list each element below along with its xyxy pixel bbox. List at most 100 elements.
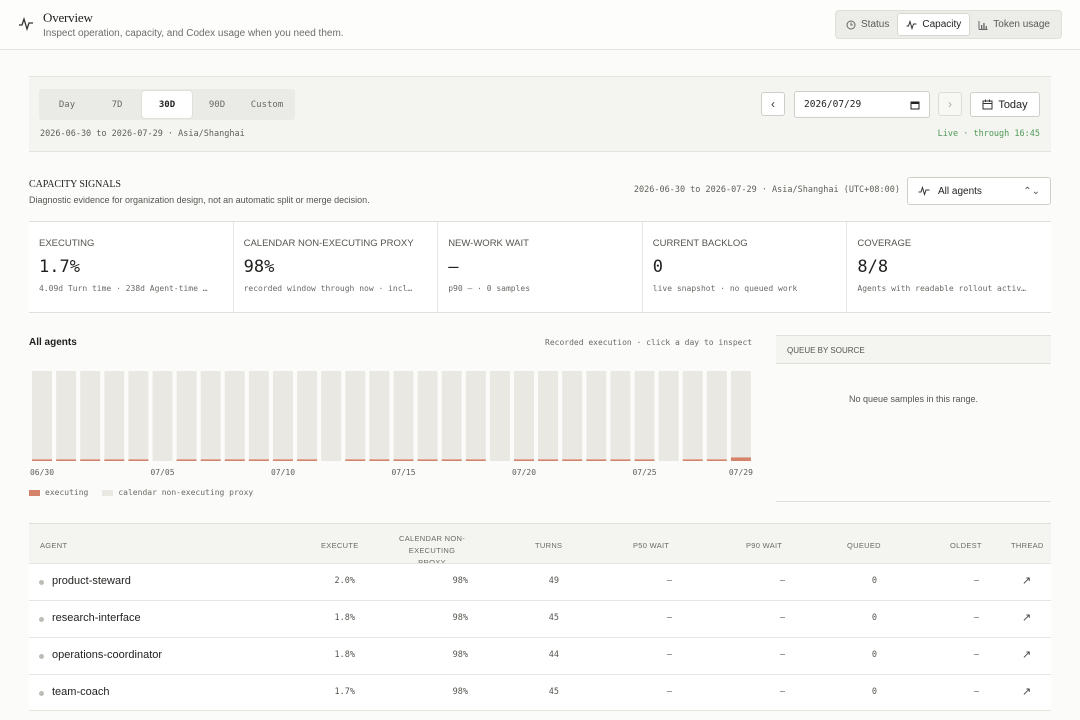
table-row[interactable]: research-interface 1.8% 98% 45 — — 0 — ↗ bbox=[29, 600, 1051, 637]
cell-queued: 0 bbox=[871, 613, 877, 623]
col-turns: TURNS bbox=[535, 541, 563, 550]
bar-proxy-06/30[interactable] bbox=[32, 371, 52, 460]
bar-proxy-07/18[interactable] bbox=[465, 371, 486, 460]
cell-turns: 45 bbox=[548, 613, 559, 623]
bar-executing-07/27[interactable] bbox=[682, 459, 703, 461]
tab-status-label: Status bbox=[861, 19, 890, 30]
bar-proxy-07/14[interactable] bbox=[369, 371, 390, 460]
today-button[interactable]: Today bbox=[970, 92, 1040, 117]
bar-proxy-07/02[interactable] bbox=[80, 371, 101, 460]
table-row[interactable]: operations-coordinator 1.8% 98% 44 — — 0… bbox=[29, 637, 1051, 674]
bar-executing-07/10[interactable] bbox=[273, 459, 293, 461]
bar-proxy-07/15[interactable] bbox=[393, 371, 414, 460]
bar-executing-07/01[interactable] bbox=[56, 459, 77, 461]
legend-item-executing: executing bbox=[29, 488, 88, 497]
metric-executing: EXECUTING 1.7% 4.09d Turn time · 238d Ag… bbox=[29, 222, 234, 312]
cell-p50: — bbox=[666, 576, 672, 586]
bar-proxy-07/28[interactable] bbox=[706, 371, 727, 460]
tab-status[interactable]: Status bbox=[838, 13, 897, 36]
bar-proxy-07/17[interactable] bbox=[441, 371, 462, 460]
table-header: AGENT EXECUTE CALENDAR NON- EXECUTING PR… bbox=[29, 523, 1051, 567]
bar-proxy-07/19[interactable] bbox=[489, 371, 510, 461]
bar-proxy-07/16[interactable] bbox=[417, 371, 438, 460]
bar-executing-07/23[interactable] bbox=[586, 459, 607, 461]
bar-executing-07/16[interactable] bbox=[417, 459, 438, 461]
bar-executing-07/14[interactable] bbox=[369, 459, 390, 461]
bar-executing-07/03[interactable] bbox=[104, 459, 125, 461]
bar-executing-07/08[interactable] bbox=[224, 459, 245, 461]
bar-executing-06/30[interactable] bbox=[32, 459, 52, 461]
bar-proxy-07/24[interactable] bbox=[610, 371, 631, 460]
bar-executing-07/29[interactable] bbox=[730, 457, 751, 461]
range-7d[interactable]: 7D bbox=[111, 99, 123, 110]
bar-executing-07/20[interactable] bbox=[514, 459, 534, 461]
range-selector: Day 7D 30D 90D Custom bbox=[39, 89, 295, 120]
col-queued: QUEUED bbox=[847, 541, 881, 550]
range-90d[interactable]: 90D bbox=[208, 99, 226, 110]
bar-executing-07/22[interactable] bbox=[562, 459, 583, 461]
x-tick-label: 07/15 bbox=[391, 468, 415, 477]
range-custom[interactable]: Custom bbox=[250, 99, 284, 110]
bar-executing-07/21[interactable] bbox=[538, 459, 559, 461]
agent-status-dot bbox=[39, 654, 44, 659]
bar-proxy-07/29[interactable] bbox=[730, 371, 751, 458]
bar-proxy-07/03[interactable] bbox=[104, 371, 125, 460]
bar-executing-07/17[interactable] bbox=[441, 459, 462, 461]
chart-title: All agents bbox=[29, 337, 77, 348]
bar-proxy-07/12[interactable] bbox=[321, 371, 342, 461]
bar-proxy-07/06[interactable] bbox=[176, 371, 197, 460]
bar-proxy-07/13[interactable] bbox=[345, 371, 366, 460]
bar-executing-07/06[interactable] bbox=[176, 459, 197, 461]
bar-executing-07/24[interactable] bbox=[610, 459, 631, 461]
bar-proxy-07/20[interactable] bbox=[514, 371, 534, 460]
chart-legend: executing calendar non-executing proxy bbox=[29, 488, 253, 497]
bar-proxy-07/27[interactable] bbox=[682, 371, 703, 460]
bar-executing-07/18[interactable] bbox=[465, 459, 486, 461]
bar-executing-07/15[interactable] bbox=[393, 459, 414, 461]
tab-token-usage[interactable]: Token usage bbox=[970, 13, 1058, 36]
bar-executing-07/11[interactable] bbox=[297, 459, 318, 461]
range-30d[interactable]: 30D bbox=[142, 91, 192, 118]
bar-executing-07/13[interactable] bbox=[345, 459, 366, 461]
prev-day-button[interactable]: ‹ bbox=[761, 92, 785, 116]
bar-executing-07/07[interactable] bbox=[200, 459, 221, 461]
cell-turns: 45 bbox=[548, 687, 559, 697]
open-thread-icon[interactable]: ↗ bbox=[1022, 686, 1032, 698]
bar-proxy-07/26[interactable] bbox=[658, 371, 679, 461]
bar-executing-07/04[interactable] bbox=[128, 459, 149, 461]
bar-proxy-07/23[interactable] bbox=[586, 371, 607, 460]
bar-proxy-07/21[interactable] bbox=[538, 371, 559, 460]
bar-proxy-07/01[interactable] bbox=[56, 371, 77, 460]
section-title: CAPACITY SIGNALS bbox=[29, 179, 121, 190]
top-bar: Overview Inspect operation, capacity, an… bbox=[0, 0, 1080, 50]
cell-turns: 49 bbox=[548, 576, 559, 586]
open-thread-icon[interactable]: ↗ bbox=[1022, 649, 1032, 661]
bar-proxy-07/08[interactable] bbox=[224, 371, 245, 460]
bar-proxy-07/07[interactable] bbox=[200, 371, 221, 460]
bar-executing-07/25[interactable] bbox=[634, 459, 655, 461]
bar-executing-07/09[interactable] bbox=[248, 459, 269, 461]
bar-executing-07/28[interactable] bbox=[706, 459, 727, 461]
range-day[interactable]: Day bbox=[58, 99, 76, 110]
bar-proxy-07/25[interactable] bbox=[634, 371, 655, 460]
bar-executing-07/02[interactable] bbox=[80, 459, 101, 461]
cell-turns: 44 bbox=[548, 650, 559, 660]
bar-proxy-07/04[interactable] bbox=[128, 371, 149, 460]
open-thread-icon[interactable]: ↗ bbox=[1022, 612, 1032, 624]
cell-p90: — bbox=[779, 687, 785, 697]
bar-proxy-07/11[interactable] bbox=[297, 371, 318, 460]
tab-capacity[interactable]: Capacity bbox=[897, 13, 971, 36]
col-p90-wait: P90 WAIT bbox=[746, 541, 783, 550]
open-thread-icon[interactable]: ↗ bbox=[1022, 575, 1032, 587]
date-input[interactable]: 2026/07/29 bbox=[794, 91, 930, 118]
metric-value: 8/8 bbox=[857, 257, 889, 277]
table-row[interactable]: team-coach 1.7% 98% 45 — — 0 — ↗ bbox=[29, 674, 1051, 711]
next-day-button[interactable]: › bbox=[938, 92, 962, 116]
metric-value: 98% bbox=[243, 257, 275, 277]
bar-proxy-07/05[interactable] bbox=[152, 371, 173, 461]
bar-proxy-07/10[interactable] bbox=[273, 371, 293, 460]
table-row[interactable]: product-steward 2.0% 98% 49 — — 0 — ↗ bbox=[29, 563, 1051, 600]
agent-select[interactable]: All agents ⌃⌄ bbox=[907, 177, 1051, 205]
bar-proxy-07/22[interactable] bbox=[562, 371, 583, 460]
bar-proxy-07/09[interactable] bbox=[248, 371, 269, 460]
